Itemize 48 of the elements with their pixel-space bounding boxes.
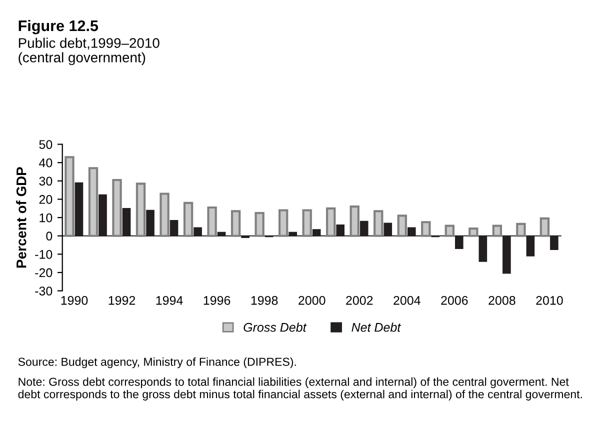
bar — [64, 156, 74, 237]
y-tick-label: -10 — [35, 250, 52, 259]
bar — [254, 212, 264, 237]
chart-subtitle: Public debt,1999–2010 (central government) — [18, 38, 160, 66]
y-tick-label: 10 — [40, 213, 52, 222]
x-tick-label: 1996 — [204, 296, 230, 305]
bar — [183, 202, 194, 237]
bar — [468, 228, 478, 237]
x-tick-label: 2010 — [536, 296, 563, 305]
bar — [374, 210, 384, 237]
x-tick-label: 2006 — [441, 296, 468, 305]
legend-label: Net Debt — [352, 322, 402, 332]
text: Note: Gross debt corresponds to total financial liabilities (external and internal) of the central goverment. Net debt corresponds to the gross debt minus total financial assets (external and internal) of the central goverment. — [18, 377, 582, 401]
y-tick-label: 40 — [39, 158, 52, 168]
bar — [492, 224, 502, 237]
bar — [112, 178, 122, 237]
x-tick-label: 1990 — [61, 296, 88, 305]
bar — [278, 209, 288, 237]
bar — [160, 192, 170, 237]
x-tick-label: 1992 — [108, 296, 136, 305]
bar — [516, 222, 526, 237]
x-tick-label: 1994 — [156, 296, 183, 305]
bar — [326, 207, 336, 237]
x-tick-label: 2008 — [488, 296, 516, 305]
bar — [230, 210, 241, 237]
y-tick-label: -20 — [35, 268, 52, 278]
bar — [540, 217, 550, 237]
y-tick-label: 30 — [39, 176, 52, 186]
x-tick-label: 1998 — [251, 296, 278, 305]
bar — [88, 167, 98, 237]
bar — [444, 224, 455, 237]
bar — [136, 182, 146, 237]
x-tick-label: 2002 — [346, 296, 373, 305]
bar — [302, 209, 312, 237]
x-tick-label: 2004 — [394, 296, 420, 305]
bar — [350, 206, 360, 237]
source-note: Source: Budget agency, Ministry of Finance (DIPRES). — [18, 357, 296, 368]
legend-label: Gross Debt — [244, 322, 307, 332]
y-tick-label: 0 — [46, 232, 52, 241]
chart-title: Figure 12.5 — [18, 20, 98, 34]
y-axis-title: Percent of GDP — [16, 167, 26, 268]
y-tick-label: 20 — [39, 195, 52, 204]
y-tick-label: 50 — [39, 140, 52, 149]
bar — [207, 206, 217, 237]
bar — [397, 214, 407, 237]
bar — [421, 221, 431, 237]
y-tick-label: -30 — [35, 286, 52, 296]
x-tick-label: 2000 — [298, 296, 326, 305]
